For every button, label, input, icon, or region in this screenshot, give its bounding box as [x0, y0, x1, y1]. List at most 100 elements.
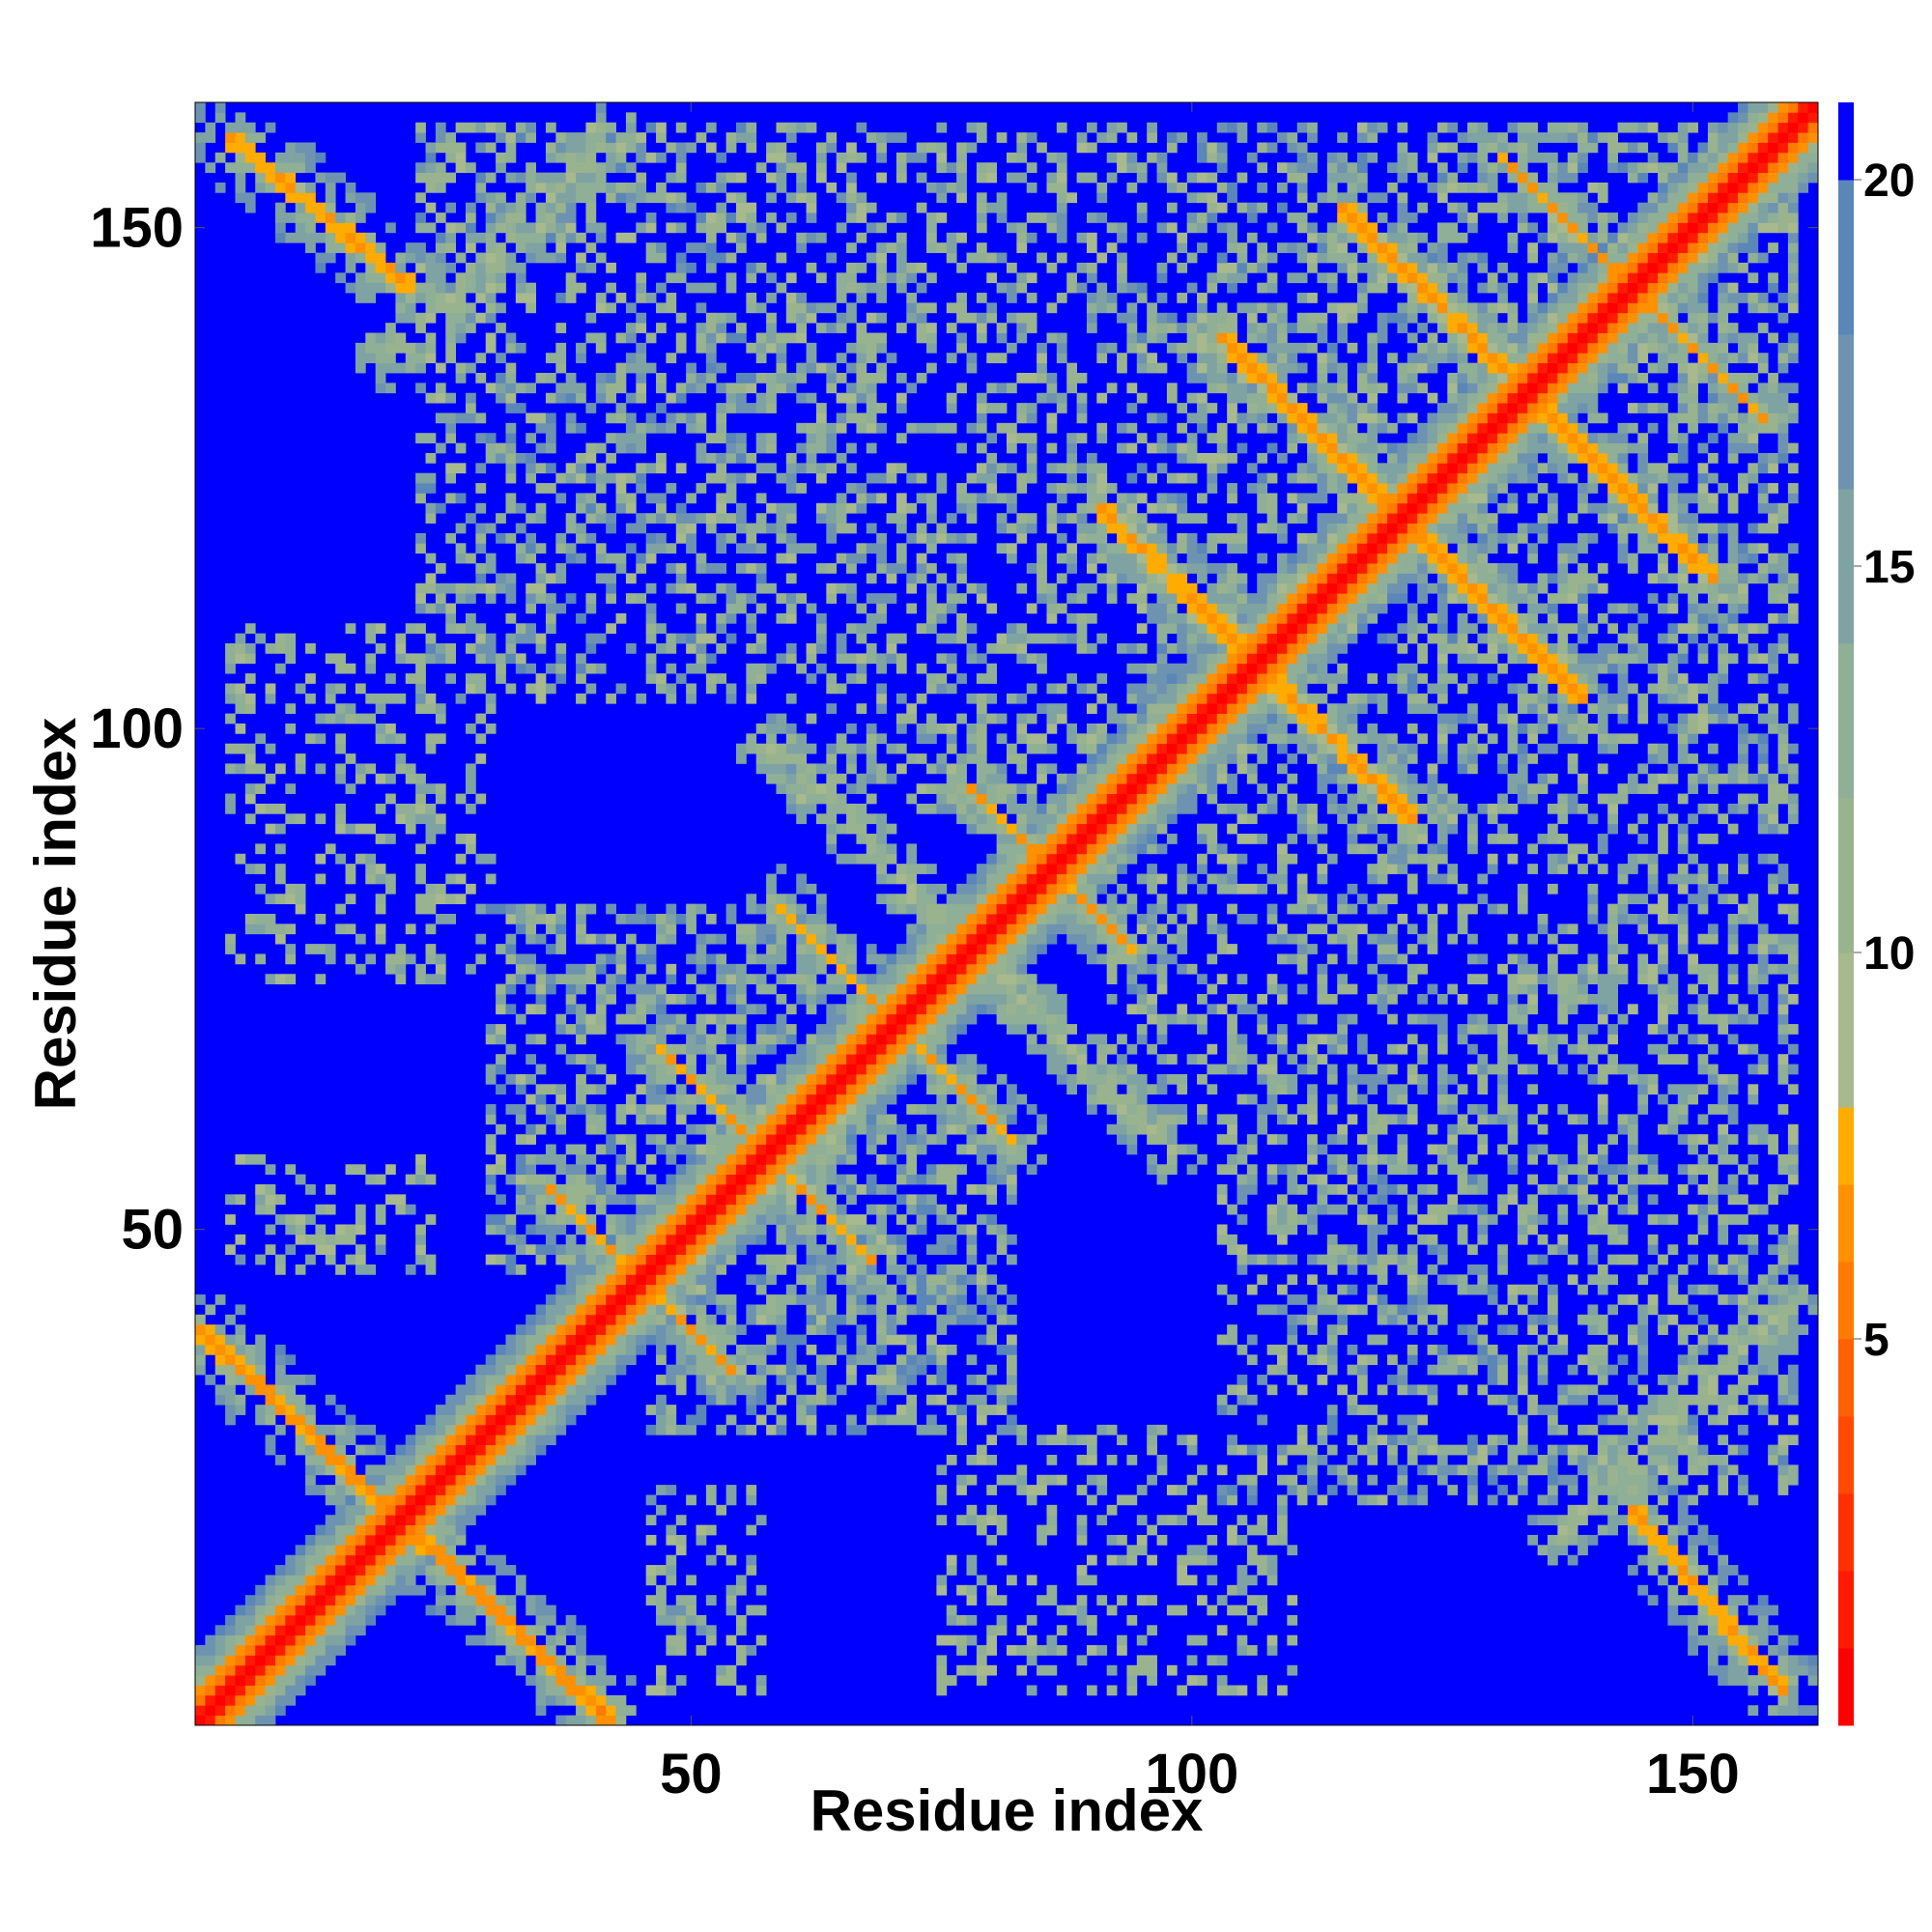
heatmap-cell	[866, 853, 877, 865]
heatmap-cell	[535, 1394, 547, 1406]
heatmap-cell	[746, 523, 757, 534]
heatmap-cell	[666, 683, 677, 695]
heatmap-cell	[736, 753, 747, 764]
heatmap-cell	[856, 342, 867, 354]
heatmap-cell	[895, 373, 907, 384]
heatmap-cell	[555, 1314, 567, 1325]
heatmap-cell	[395, 1455, 407, 1465]
heatmap-cell	[836, 1073, 847, 1085]
heatmap-cell	[696, 383, 707, 394]
heatmap-cell	[555, 1384, 567, 1396]
heatmap-cell	[815, 1054, 827, 1065]
heatmap-cell	[675, 1534, 687, 1546]
heatmap-cell	[785, 1024, 797, 1035]
heatmap-cell	[766, 1134, 777, 1145]
heatmap-cell	[736, 1034, 747, 1045]
heatmap-cell	[946, 1004, 957, 1015]
heatmap-cell	[485, 723, 497, 734]
heatmap-cell	[496, 1164, 506, 1176]
heatmap-cell	[405, 1494, 416, 1506]
heatmap-cell	[606, 1224, 616, 1236]
heatmap-cell	[415, 323, 426, 333]
heatmap-cell	[235, 1634, 246, 1646]
heatmap-cell	[345, 1595, 356, 1605]
heatmap-cell	[475, 1504, 487, 1516]
heatmap-cell	[415, 162, 426, 173]
heatmap-cell	[385, 873, 396, 885]
heatmap-cell	[576, 1104, 586, 1115]
heatmap-cell	[956, 673, 967, 684]
heatmap-cell	[736, 1234, 747, 1245]
heatmap-cell	[696, 1224, 707, 1236]
heatmap-cell	[585, 222, 597, 234]
heatmap-cell	[766, 1194, 777, 1206]
heatmap-cell	[866, 612, 877, 624]
heatmap-cell	[966, 1474, 978, 1486]
heatmap-cell	[886, 1334, 897, 1346]
heatmap-cell	[265, 823, 276, 835]
heatmap-cell	[505, 172, 517, 184]
heatmap-cell	[705, 1375, 717, 1385]
heatmap-cell	[335, 1234, 346, 1245]
heatmap-cell	[986, 202, 998, 213]
heatmap-cell	[305, 1614, 316, 1626]
heatmap-cell	[956, 1123, 967, 1135]
heatmap-cell	[545, 983, 556, 995]
heatmap-cell	[365, 1554, 377, 1566]
heatmap-cell	[526, 1375, 536, 1385]
heatmap-cell	[716, 623, 727, 635]
heatmap-cell	[656, 373, 667, 384]
heatmap-cell	[705, 1073, 717, 1085]
heatmap-cell	[455, 293, 467, 303]
heatmap-cell	[405, 953, 416, 965]
heatmap-cell	[746, 142, 757, 154]
heatmap-cell	[315, 1485, 327, 1495]
heatmap-cell	[936, 963, 948, 975]
heatmap-cell	[815, 433, 827, 443]
heatmap-cell	[585, 1675, 597, 1686]
heatmap-cell	[956, 342, 967, 354]
heatmap-cell	[776, 1144, 787, 1155]
heatmap-cell	[425, 513, 437, 524]
heatmap-cell	[395, 953, 407, 965]
heatmap-cell	[986, 953, 998, 965]
heatmap-cell	[876, 293, 887, 303]
heatmap-cell	[285, 192, 297, 204]
heatmap-cell	[696, 1625, 707, 1636]
heatmap-cell	[696, 132, 707, 143]
heatmap-cell	[656, 242, 667, 253]
heatmap-cell	[455, 1614, 467, 1626]
heatmap-cell	[725, 1605, 737, 1616]
heatmap-cell	[966, 502, 978, 514]
heatmap-cell	[906, 1134, 918, 1145]
heatmap-cell	[736, 1204, 747, 1215]
heatmap-cell	[496, 242, 506, 253]
heatmap-cell	[815, 663, 827, 674]
heatmap-cell	[526, 232, 536, 243]
heatmap-cell	[806, 1224, 817, 1236]
heatmap-cell	[906, 1034, 918, 1045]
heatmap-cell	[625, 933, 637, 945]
heatmap-cell	[956, 783, 967, 794]
heatmap-cell	[785, 332, 797, 344]
heatmap-cell	[195, 1694, 206, 1706]
heatmap-cell	[274, 1634, 286, 1646]
heatmap-cell	[335, 823, 346, 835]
heatmap-cell	[766, 933, 777, 945]
heatmap-cell	[496, 1123, 506, 1135]
heatmap-cell	[515, 1084, 526, 1095]
heatmap-cell	[746, 373, 757, 384]
heatmap-cell	[776, 1204, 787, 1215]
heatmap-cell	[946, 963, 957, 975]
heatmap-cell	[776, 373, 787, 384]
heatmap-cell	[505, 1605, 517, 1616]
heatmap-cell	[705, 142, 717, 154]
heatmap-cell	[335, 222, 346, 234]
heatmap-cell	[415, 252, 426, 264]
heatmap-cell	[645, 242, 657, 253]
heatmap-cell	[705, 1034, 717, 1045]
heatmap-cell	[295, 1645, 306, 1656]
heatmap-cell	[625, 232, 637, 243]
heatmap-cell	[906, 953, 918, 965]
heatmap-cell	[195, 1675, 206, 1686]
